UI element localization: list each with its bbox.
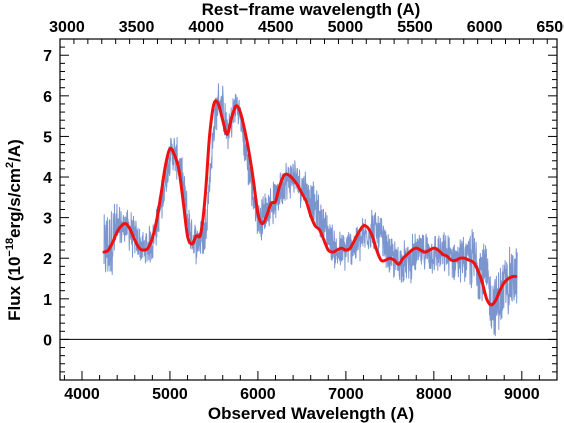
x-axis-label: Observed Wavelength (A) bbox=[208, 404, 414, 423]
y-label-exp2: 2 bbox=[4, 162, 16, 168]
y-axis-label: Flux (10−18erg/s/cm2/A) bbox=[4, 139, 24, 321]
y-tick-label: 7 bbox=[43, 48, 52, 65]
y-label-main: Flux (10 bbox=[5, 257, 24, 321]
x-tick-label: 8000 bbox=[416, 386, 452, 403]
y-tick-label: 4 bbox=[43, 170, 52, 187]
x2-tick-label: 6000 bbox=[467, 19, 503, 36]
tick-marks bbox=[59, 38, 558, 381]
x2-tick-label: 4000 bbox=[188, 19, 224, 36]
x-tick-label: 9000 bbox=[504, 386, 540, 403]
y-tick-label: 3 bbox=[43, 211, 52, 228]
y-label-end: /A) bbox=[5, 139, 24, 162]
y-tick-label: 0 bbox=[43, 332, 52, 349]
x2-tick-label: 3500 bbox=[119, 19, 155, 36]
y-label-exp: −18 bbox=[4, 238, 16, 257]
y-tick-label: 5 bbox=[43, 129, 52, 146]
smoothed-fit-line bbox=[102, 99, 518, 307]
y-tick-label: 2 bbox=[43, 251, 52, 268]
x2-tick-label: 4500 bbox=[258, 19, 294, 36]
x-tick-label: 5000 bbox=[152, 386, 188, 403]
x2-tick-label: 5500 bbox=[397, 19, 433, 36]
observed-spectrum-line bbox=[103, 83, 518, 337]
y-tick-label: 6 bbox=[43, 89, 52, 106]
x2-tick-label: 3000 bbox=[49, 19, 85, 36]
y-label-mid: erg/s/cm bbox=[5, 168, 24, 238]
data-layer bbox=[102, 83, 518, 337]
x-tick-label: 6000 bbox=[240, 386, 276, 403]
x-tick-label: 7000 bbox=[328, 386, 364, 403]
x-tick-label: 4000 bbox=[64, 386, 100, 403]
top-x-axis-label: Rest−frame wavelength (A) bbox=[202, 0, 421, 19]
y-tick-label: 1 bbox=[43, 292, 52, 309]
x2-tick-label: 5000 bbox=[328, 19, 364, 36]
